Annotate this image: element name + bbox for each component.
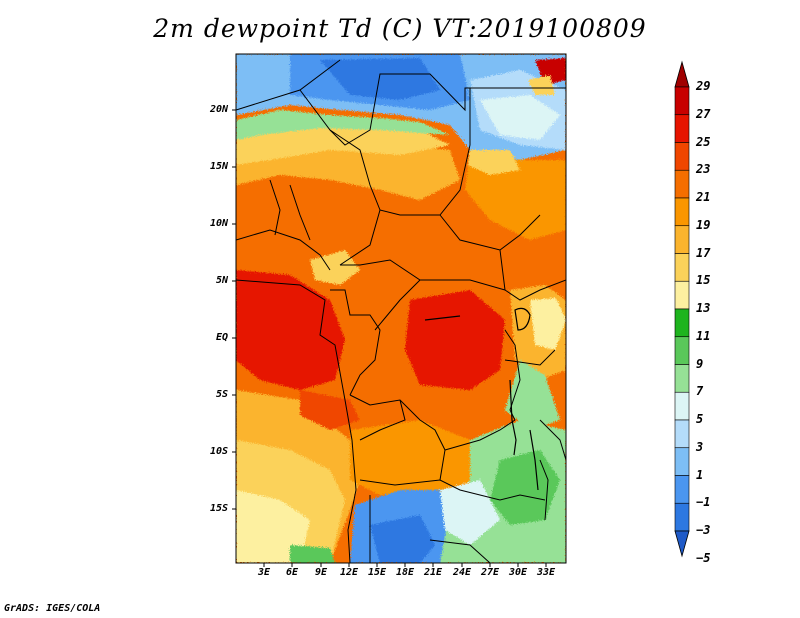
- lon-label: 12E: [339, 567, 359, 578]
- lon-label: 33E: [536, 567, 556, 578]
- lakes: [424, 307, 539, 491]
- lon-label: 24E: [452, 567, 472, 578]
- axis-ticks: [232, 109, 547, 567]
- lon-label: 21E: [423, 567, 443, 578]
- colorbar-segment: [674, 419, 690, 449]
- colorbar-segment: [674, 253, 690, 282]
- lon-label: 3E: [257, 567, 271, 578]
- lat-label: 5S: [215, 389, 228, 400]
- map-frame: [235, 53, 567, 564]
- lon-label: 27E: [480, 567, 500, 578]
- colorbar: [674, 60, 690, 558]
- colorbar-segment: [674, 364, 690, 393]
- colorbar-label: 11: [696, 328, 711, 343]
- lon-label: 15E: [367, 567, 387, 578]
- lat-label: 10S: [209, 446, 228, 457]
- colorbar-label: 17: [696, 245, 711, 260]
- colorbar-top-cap: [674, 60, 690, 88]
- colorbar-label: 13: [696, 301, 711, 315]
- colorbar-label: 29: [696, 79, 711, 93]
- colorbar-segment: [674, 391, 690, 421]
- colorbar-label: 15: [696, 273, 711, 288]
- colorbar-bottom-cap: [674, 530, 690, 558]
- map-title: 2m dewpoint Td (C) VT:2019100809: [153, 14, 647, 43]
- lat-label: 10N: [209, 218, 228, 229]
- colorbar-segment: [674, 475, 690, 504]
- colorbar-label: 19: [696, 217, 711, 232]
- colorbar-label: 25: [696, 134, 711, 149]
- lat-label: 20N: [209, 104, 228, 115]
- colorbar-segment: [674, 336, 690, 365]
- colorbar-segment: [674, 142, 690, 171]
- colorbar-label: 27: [696, 106, 711, 121]
- colorbar-label: 21: [696, 190, 711, 204]
- lat-label: 5N: [215, 275, 228, 286]
- lat-label: 15N: [209, 161, 228, 172]
- colorbar-segment: [674, 86, 690, 116]
- colorbar-label: −3: [696, 523, 711, 537]
- colorbar-label: −1: [696, 495, 711, 510]
- colorbar-segment: [674, 447, 690, 476]
- lat-label: 15S: [209, 503, 228, 514]
- lat-label: EQ: [215, 332, 228, 343]
- lon-label: 9E: [314, 567, 328, 578]
- colorbar-segment: [674, 114, 690, 143]
- lon-label: 6E: [285, 567, 299, 578]
- colorbar-label: 7: [696, 384, 704, 399]
- colorbar-label: −5: [696, 550, 711, 565]
- colorbar-segment: [674, 308, 690, 338]
- colorbar-label: 3: [696, 439, 704, 454]
- colorbar-segment: [674, 197, 690, 227]
- dewpoint-field: [236, 54, 566, 563]
- colorbar-label: 23: [696, 162, 711, 177]
- colorbar-segment: [674, 169, 690, 199]
- credit-text: GrADS: IGES/COLA: [4, 603, 101, 614]
- colorbar-label: 1: [696, 467, 704, 482]
- colorbar-label: 5: [696, 412, 704, 426]
- lon-label: 30E: [508, 567, 528, 578]
- lon-label: 18E: [395, 567, 415, 578]
- colorbar-segment: [674, 280, 690, 310]
- colorbar-label: 9: [696, 356, 704, 371]
- colorbar-segment: [674, 502, 690, 532]
- colorbar-segment: [674, 225, 690, 254]
